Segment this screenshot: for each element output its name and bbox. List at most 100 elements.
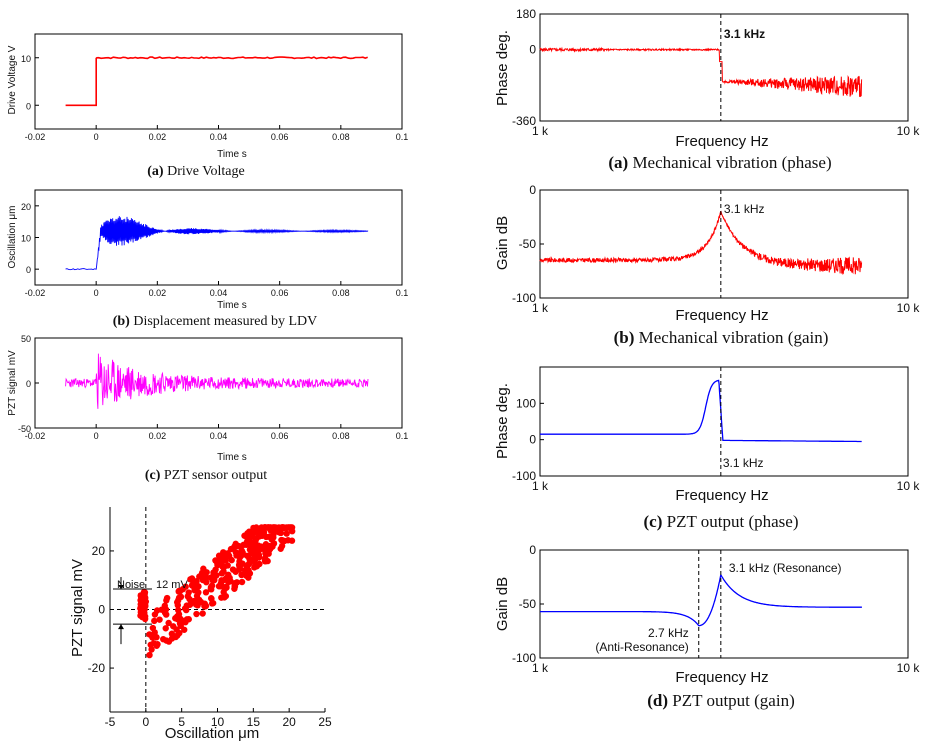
scatter-point (218, 559, 225, 566)
c_left-xtick-label: -0.02 (25, 431, 46, 441)
c_left-ylabel: PZT signal mV (7, 350, 18, 416)
scatter-point (219, 553, 226, 561)
d_right-ytick-label: 0 (529, 543, 536, 557)
b_left-xlabel: Time s (217, 300, 247, 311)
noise-arrowhead-top (118, 585, 124, 589)
scatter-point (149, 634, 156, 641)
scatter-point (184, 593, 191, 600)
scatter-ytick-label: 20 (92, 544, 106, 558)
scatter-point (235, 566, 243, 573)
scatter-xlabel: Oscillation μm (165, 725, 260, 742)
a_left-ytick-label: 10 (21, 54, 31, 64)
a_right-xtick-label: 1 k (532, 124, 549, 138)
drive-voltage-step-line (65, 57, 97, 107)
b_left-ytick-label: 0 (26, 265, 31, 275)
c_left-caption-text: PZT sensor output (160, 468, 267, 483)
a_left-plot-frame (34, 33, 403, 130)
mech-phase-marker-label: 3.1 kHz (724, 27, 765, 41)
scatter-point (246, 536, 253, 543)
b_right-caption-text: Mechanical vibration (gain) (634, 328, 828, 347)
d_right-xtick-label: 1 k (532, 661, 549, 675)
d_right-caption: (d) PZT output (gain) (647, 691, 794, 710)
scatter-point (270, 534, 277, 541)
scatter-point (221, 594, 228, 601)
scatter-point (283, 530, 290, 537)
c_right-xtick-label: 1 k (532, 479, 549, 493)
b_left-plot-frame (34, 189, 403, 286)
scatter-point (207, 585, 214, 593)
scatter-point (175, 588, 182, 595)
c_left-ytick-label: -50 (18, 424, 31, 434)
scatter-point (213, 572, 220, 579)
c_right-ytick-label: 0 (529, 433, 536, 447)
scatter-point (209, 599, 217, 607)
mech-gain-marker-label: 3.1 kHz (724, 202, 765, 216)
a_left-ylabel: Drive Voltage V (7, 45, 18, 114)
scatter-point (263, 533, 270, 541)
a_right-xtick-label: 10 k (897, 124, 921, 138)
c_right-ylabel: Phase deg. (494, 383, 511, 459)
a_right-caption: (a) Mechanical vibration (phase) (608, 153, 831, 172)
scatter-xtick-label: 25 (318, 715, 332, 729)
scatter-point (217, 579, 225, 587)
c_right-ytick-label: 100 (516, 396, 536, 410)
a_left-caption-text: Drive Voltage (164, 164, 245, 179)
scatter-point (185, 616, 192, 623)
drive-voltage-line (96, 56, 368, 60)
a_left-ytick-label: 0 (26, 101, 31, 111)
pzt-phase-marker-label: 3.1 kHz (723, 456, 764, 470)
d_right-ylabel: Gain dB (494, 577, 511, 631)
mech-phase-line (539, 46, 863, 97)
b_right-xtick-label: 10 k (897, 301, 921, 315)
d_right-xlabel: Frequency Hz (675, 669, 768, 686)
scatter-point (246, 546, 254, 553)
scatter-point (212, 557, 219, 564)
d_right-ytick-label: -100 (512, 651, 536, 665)
b_left-xtick-label: 0.04 (210, 288, 228, 298)
a_left-xtick-label: 0.08 (332, 132, 350, 142)
c_left-caption-label: (c) (145, 468, 161, 483)
b_right-ylabel: Gain dB (494, 216, 511, 270)
c_right-caption-text: PZT output (phase) (662, 512, 798, 531)
b_right-ytick-label: 0 (529, 183, 536, 197)
scatter-point (165, 619, 172, 627)
scatter-point (225, 571, 232, 579)
a_right-ytick-label: -360 (512, 114, 536, 128)
scatter-point (258, 524, 265, 531)
a_right-caption-label: (a) (608, 153, 628, 172)
scatter-points (137, 524, 296, 659)
scatter-point (162, 625, 169, 632)
d_right-caption-text: PZT output (gain) (668, 691, 795, 710)
b_left-caption-text: Displacement measured by LDV (130, 314, 317, 329)
c_right-xlabel: Frequency Hz (675, 487, 768, 504)
c_right-plot-frame (539, 366, 909, 477)
scatter-point (262, 541, 270, 548)
noise-value-label: 12 mV (156, 579, 188, 591)
scatter-point (173, 599, 181, 606)
scatter-point (284, 537, 292, 544)
scatter-point (245, 561, 252, 568)
pzt-phase-line (540, 379, 862, 443)
pzt-gain-antiresonance-freq: 2.7 kHz (648, 626, 689, 640)
pzt-signal-line (65, 353, 369, 409)
scatter-point (140, 589, 148, 596)
scatter-point (148, 646, 155, 653)
scatter-xtick-label: 20 (282, 715, 296, 729)
scatter-point (174, 613, 181, 620)
a_right-ylabel: Phase deg. (494, 30, 511, 106)
a_right-ytick-label: 180 (516, 7, 536, 21)
scatter-point (199, 610, 206, 617)
b_right-xtick-label: 1 k (532, 301, 549, 315)
scatter-point (186, 601, 194, 608)
a_left-xtick-label: 0.04 (210, 132, 228, 142)
scatter-point (193, 592, 201, 600)
c_left-xtick-label: 0 (94, 431, 99, 441)
scatter-point (231, 543, 238, 550)
noise-label: Noise (117, 579, 145, 591)
c_right-ytick-label: -100 (512, 469, 536, 483)
b_left-xtick-label: 0 (94, 288, 99, 298)
scatter-point (163, 637, 170, 644)
scatter-point (183, 606, 190, 614)
b_left-xtick-label: 0.1 (396, 288, 409, 298)
scatter-point (244, 530, 251, 537)
